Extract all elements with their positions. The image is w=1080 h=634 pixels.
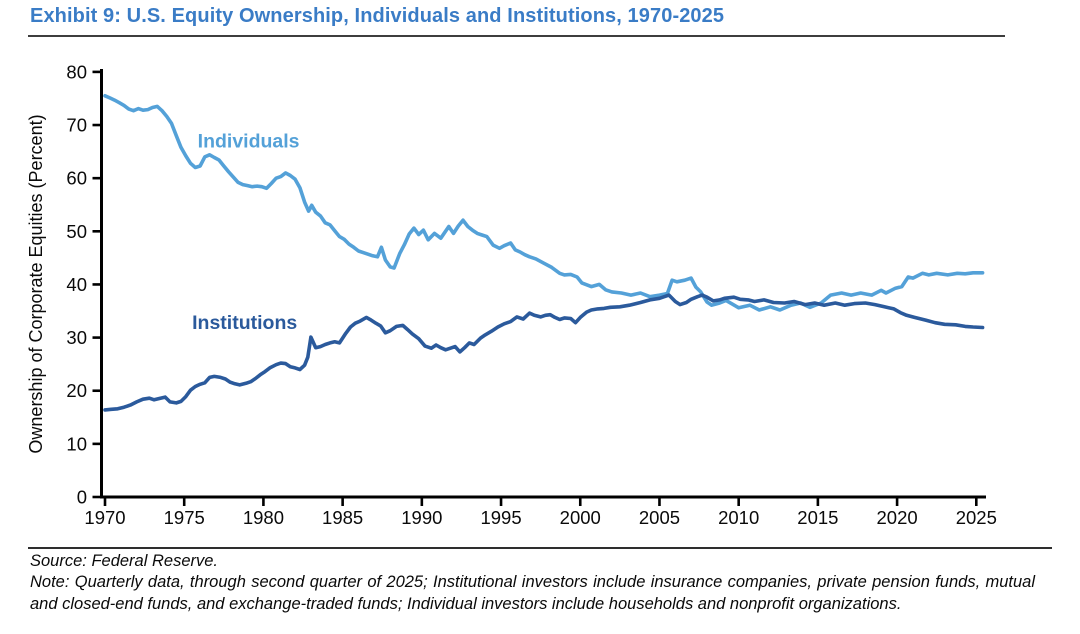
x-tick-label: 1990: [401, 507, 442, 528]
y-tick-label: 60: [66, 168, 87, 189]
footer-divider: [28, 547, 1052, 549]
y-axis-title: Ownership of Corporate Equities (Percent…: [26, 114, 46, 453]
x-tick-label: 2005: [639, 507, 680, 528]
x-tick-label: 1985: [322, 507, 363, 528]
note-text: Note: Quarterly data, through second qua…: [30, 573, 1035, 613]
x-tick-label: 2025: [956, 507, 997, 528]
institutions-line: [103, 293, 985, 412]
page-title: Exhibit 9: U.S. Equity Ownership, Indivi…: [30, 5, 725, 27]
x-tick-label: 1975: [164, 507, 205, 528]
y-tick-label: 0: [77, 487, 87, 508]
title-divider: [28, 35, 1005, 37]
institutions-series-label: Institutions: [192, 312, 297, 334]
individuals-series-label: Individuals: [198, 130, 300, 152]
x-tick-label: 1980: [243, 507, 284, 528]
y-tick-label: 10: [66, 433, 87, 454]
y-tick-label: 50: [66, 221, 87, 242]
x-tick-label: 2020: [877, 507, 918, 528]
individuals-line: [103, 94, 985, 312]
x-tick-label: 2010: [718, 507, 759, 528]
x-tick-label: 2015: [797, 507, 838, 528]
source-text: Source: Federal Reserve.: [30, 552, 219, 570]
y-tick-label: 40: [66, 274, 87, 295]
x-tick-label: 2000: [560, 507, 601, 528]
x-tick-label: 1970: [84, 507, 125, 528]
y-tick-label: 80: [66, 61, 87, 82]
x-tick-label: 1995: [480, 507, 521, 528]
y-tick-label: 30: [66, 327, 87, 348]
y-tick-label: 70: [66, 115, 87, 136]
y-tick-label: 20: [66, 380, 87, 401]
